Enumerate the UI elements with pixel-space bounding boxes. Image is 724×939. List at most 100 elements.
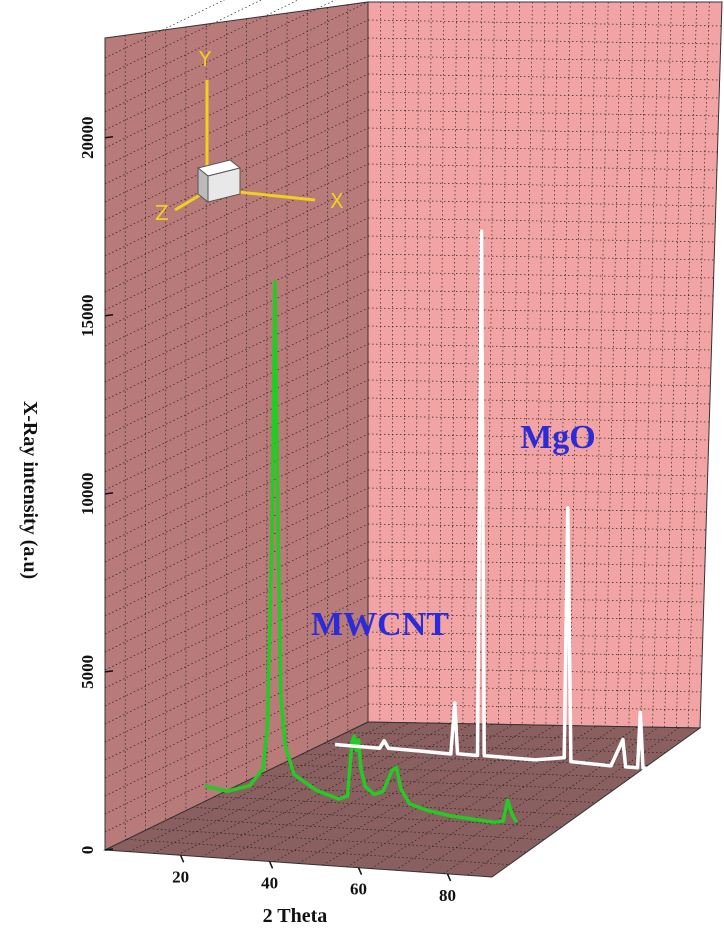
grid-dots (192, 806, 562, 828)
grid-dots (322, 725, 555, 866)
grid-dots (298, 724, 535, 864)
x-tick-label: 60 (350, 880, 367, 899)
grid-dots (104, 253, 369, 383)
grid-dots (104, 55, 369, 185)
grid-dots (675, 1, 698, 728)
grid-dots (533, 1, 546, 726)
grid-dots (104, 289, 369, 419)
y-tick (104, 848, 114, 851)
x-tick-label: 20 (172, 867, 189, 886)
grid-dots (104, 91, 369, 221)
grid-dots (280, 764, 631, 779)
grid-dots (367, 325, 713, 333)
x-tick (179, 854, 185, 863)
x-tick-label: 40 (261, 873, 278, 892)
grid-dots (104, 577, 369, 707)
grid-dots (104, 0, 336, 113)
grid-dots (104, 37, 369, 167)
series-label: MgO (520, 419, 596, 456)
grid-dots (104, 181, 369, 311)
grid-dots (104, 73, 369, 203)
grid-dots (104, 361, 369, 491)
grid-dots (104, 523, 369, 653)
grid-dots (569, 1, 584, 726)
grid-dots (474, 1, 483, 724)
x-tick-label: 80 (439, 886, 456, 905)
y-tick (104, 135, 114, 139)
grid-dots (450, 1, 457, 724)
grid-dots (104, 127, 369, 257)
grid-dots (367, 91, 720, 99)
grid-dots (148, 828, 527, 853)
grid-dots (104, 163, 369, 293)
grid-dots (104, 469, 369, 599)
grid-dots (104, 19, 369, 149)
grid-dots (367, 37, 721, 45)
grid-dots (367, 577, 705, 585)
grid-dots (367, 361, 711, 369)
grid-dots (346, 725, 576, 868)
grid-dots (367, 397, 710, 405)
grid-dots (104, 595, 369, 725)
grid-dots (628, 1, 647, 727)
grid-dots (367, 505, 707, 513)
grid-dots (367, 433, 709, 441)
grid-dots (367, 73, 720, 81)
grid-dots (367, 487, 708, 495)
grid-dots (521, 1, 533, 725)
grid-dots (462, 1, 470, 724)
grid-dots (104, 415, 369, 545)
grid-dots (104, 451, 369, 581)
grid-dots (104, 541, 369, 671)
y-tick-label: 20000 (78, 116, 97, 159)
grid-dots (391, 1, 394, 723)
grid-dots (104, 433, 369, 563)
grid-dots (129, 722, 389, 853)
grid-dots (104, 613, 369, 743)
x-axis-title: 2 Theta (263, 905, 328, 927)
wall-grid (104, 0, 722, 876)
grid-dots (509, 1, 521, 725)
y-tick-label: 5000 (78, 655, 97, 689)
grid-dots (104, 343, 369, 473)
grid-dots (104, 307, 369, 437)
grid-dots (664, 1, 685, 728)
grid-dots (104, 667, 369, 797)
grid-dots (367, 217, 716, 225)
grid-dots (104, 379, 369, 509)
y-tick (104, 670, 114, 673)
series-line (334, 229, 647, 771)
grid-dots (367, 289, 714, 297)
grid-dots (426, 1, 432, 724)
grid-dots (367, 469, 708, 477)
grid-dots (104, 217, 369, 347)
grid-dots (104, 649, 369, 779)
grid-dots (395, 726, 618, 871)
orient-y: Y (198, 47, 212, 71)
orient-axis (174, 193, 201, 212)
orient-x: X (330, 189, 344, 213)
grid-dots (104, 0, 299, 95)
grid-dots (592, 1, 609, 727)
grid-dots (104, 1, 369, 131)
grid-dots (640, 1, 660, 727)
grid-dots (104, 145, 369, 275)
grid-dots (104, 271, 369, 401)
grid-dots (201, 723, 452, 858)
grid-dots (367, 253, 715, 261)
grid-dots (104, 397, 369, 527)
grid-dots (104, 631, 369, 761)
grid-dots (486, 1, 495, 725)
grid-dots (214, 796, 579, 816)
grid-dots (545, 1, 558, 726)
y-tick (104, 314, 114, 317)
grid-dots (104, 0, 225, 59)
grid-dots (370, 725, 597, 869)
grid-dots (104, 199, 369, 329)
grid-dots (687, 1, 710, 728)
grid-dots (379, 1, 381, 723)
grid-dots (616, 1, 634, 727)
grid-dots (104, 685, 369, 815)
